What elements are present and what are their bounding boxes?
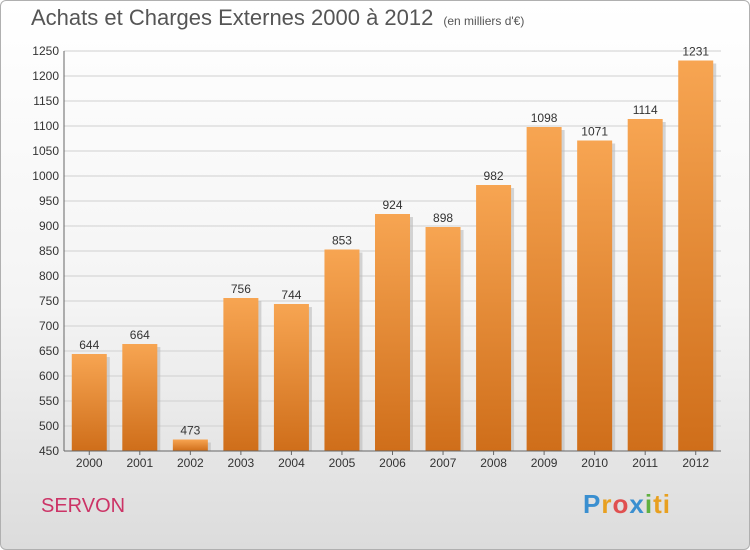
- x-tick-label: 2010: [581, 456, 608, 470]
- y-tick-label: 900: [39, 219, 59, 233]
- x-tick-label: 2004: [278, 456, 305, 470]
- data-label: 1098: [531, 111, 558, 125]
- bar: [375, 214, 410, 451]
- data-label: 853: [332, 234, 352, 248]
- logo-letter: r: [601, 489, 613, 519]
- x-tick-label: 2000: [76, 456, 103, 470]
- logo-letter: P: [583, 489, 602, 519]
- x-tick-label: 2008: [480, 456, 507, 470]
- y-tick-label: 750: [39, 294, 59, 308]
- y-tick-label: 700: [39, 319, 59, 333]
- bar: [577, 140, 613, 451]
- x-tick-label: 2001: [126, 456, 153, 470]
- logo-letter: x: [629, 489, 645, 519]
- y-tick-label: 550: [39, 394, 59, 408]
- data-label: 756: [231, 282, 251, 296]
- y-tick-label: 650: [39, 344, 59, 358]
- y-tick-label: 800: [39, 269, 59, 283]
- y-tick-label: 1200: [32, 69, 59, 83]
- x-tick-label: 2009: [531, 456, 558, 470]
- bar: [273, 304, 309, 451]
- y-tick-label: 950: [39, 194, 59, 208]
- chart-title: Achats et Charges Externes 2000 à 2012 (e…: [31, 5, 524, 31]
- x-tick-label: 2007: [430, 456, 457, 470]
- y-tick-label: 500: [39, 419, 59, 433]
- y-tick-label: 1250: [32, 44, 59, 58]
- bar: [627, 119, 663, 451]
- x-tick-label: 2003: [228, 456, 255, 470]
- y-tick-label: 450: [39, 444, 59, 458]
- bar: [678, 60, 714, 451]
- bars: 644 664 473 756 744 853 924 898 982 1098 1071 1114 1…: [71, 45, 717, 451]
- logo-letter: ti: [653, 489, 671, 519]
- logo-letter: o: [612, 489, 630, 519]
- data-label: 982: [484, 169, 504, 183]
- y-tick-label: 1100: [33, 119, 59, 133]
- y-tick-label: 1150: [33, 94, 59, 108]
- bar: [172, 439, 208, 451]
- y-tick-label: 850: [39, 244, 59, 258]
- bar: [324, 249, 360, 451]
- bar: [122, 344, 158, 451]
- bar: [71, 354, 107, 451]
- data-label: 744: [281, 288, 301, 302]
- bar: [223, 298, 259, 451]
- x-tick-label: 2006: [379, 456, 406, 470]
- x-tick-label: 2012: [682, 456, 709, 470]
- data-label: 898: [433, 211, 453, 225]
- data-label: 924: [382, 198, 402, 212]
- y-tick-label: 1000: [32, 169, 59, 183]
- bar: [526, 127, 562, 451]
- data-label: 1114: [633, 103, 658, 117]
- bar: [476, 185, 512, 451]
- x-tick-label: 2005: [329, 456, 356, 470]
- data-label: 1071: [581, 125, 608, 139]
- x-tick-label: 2002: [177, 456, 204, 470]
- chart-title-text: Achats et Charges Externes 2000 à 2012: [31, 5, 434, 30]
- chart-unit: (en milliers d'€): [443, 14, 525, 28]
- axes: 450 500 550 600 650 700 750 800 850 900 950 1000 105…: [32, 44, 721, 470]
- data-label: 644: [79, 338, 99, 352]
- proxiti-logo: Proxiti: [583, 489, 671, 520]
- logo-letter: i: [644, 489, 654, 519]
- data-label: 1231: [682, 45, 709, 59]
- y-tick-label: 1050: [32, 144, 59, 158]
- commune-name: SERVON: [41, 495, 126, 517]
- data-label: 473: [180, 424, 200, 438]
- bar: [425, 227, 461, 451]
- y-tick-label: 600: [39, 369, 59, 383]
- data-label: 664: [130, 328, 150, 342]
- x-tick-label: 2011: [632, 456, 658, 470]
